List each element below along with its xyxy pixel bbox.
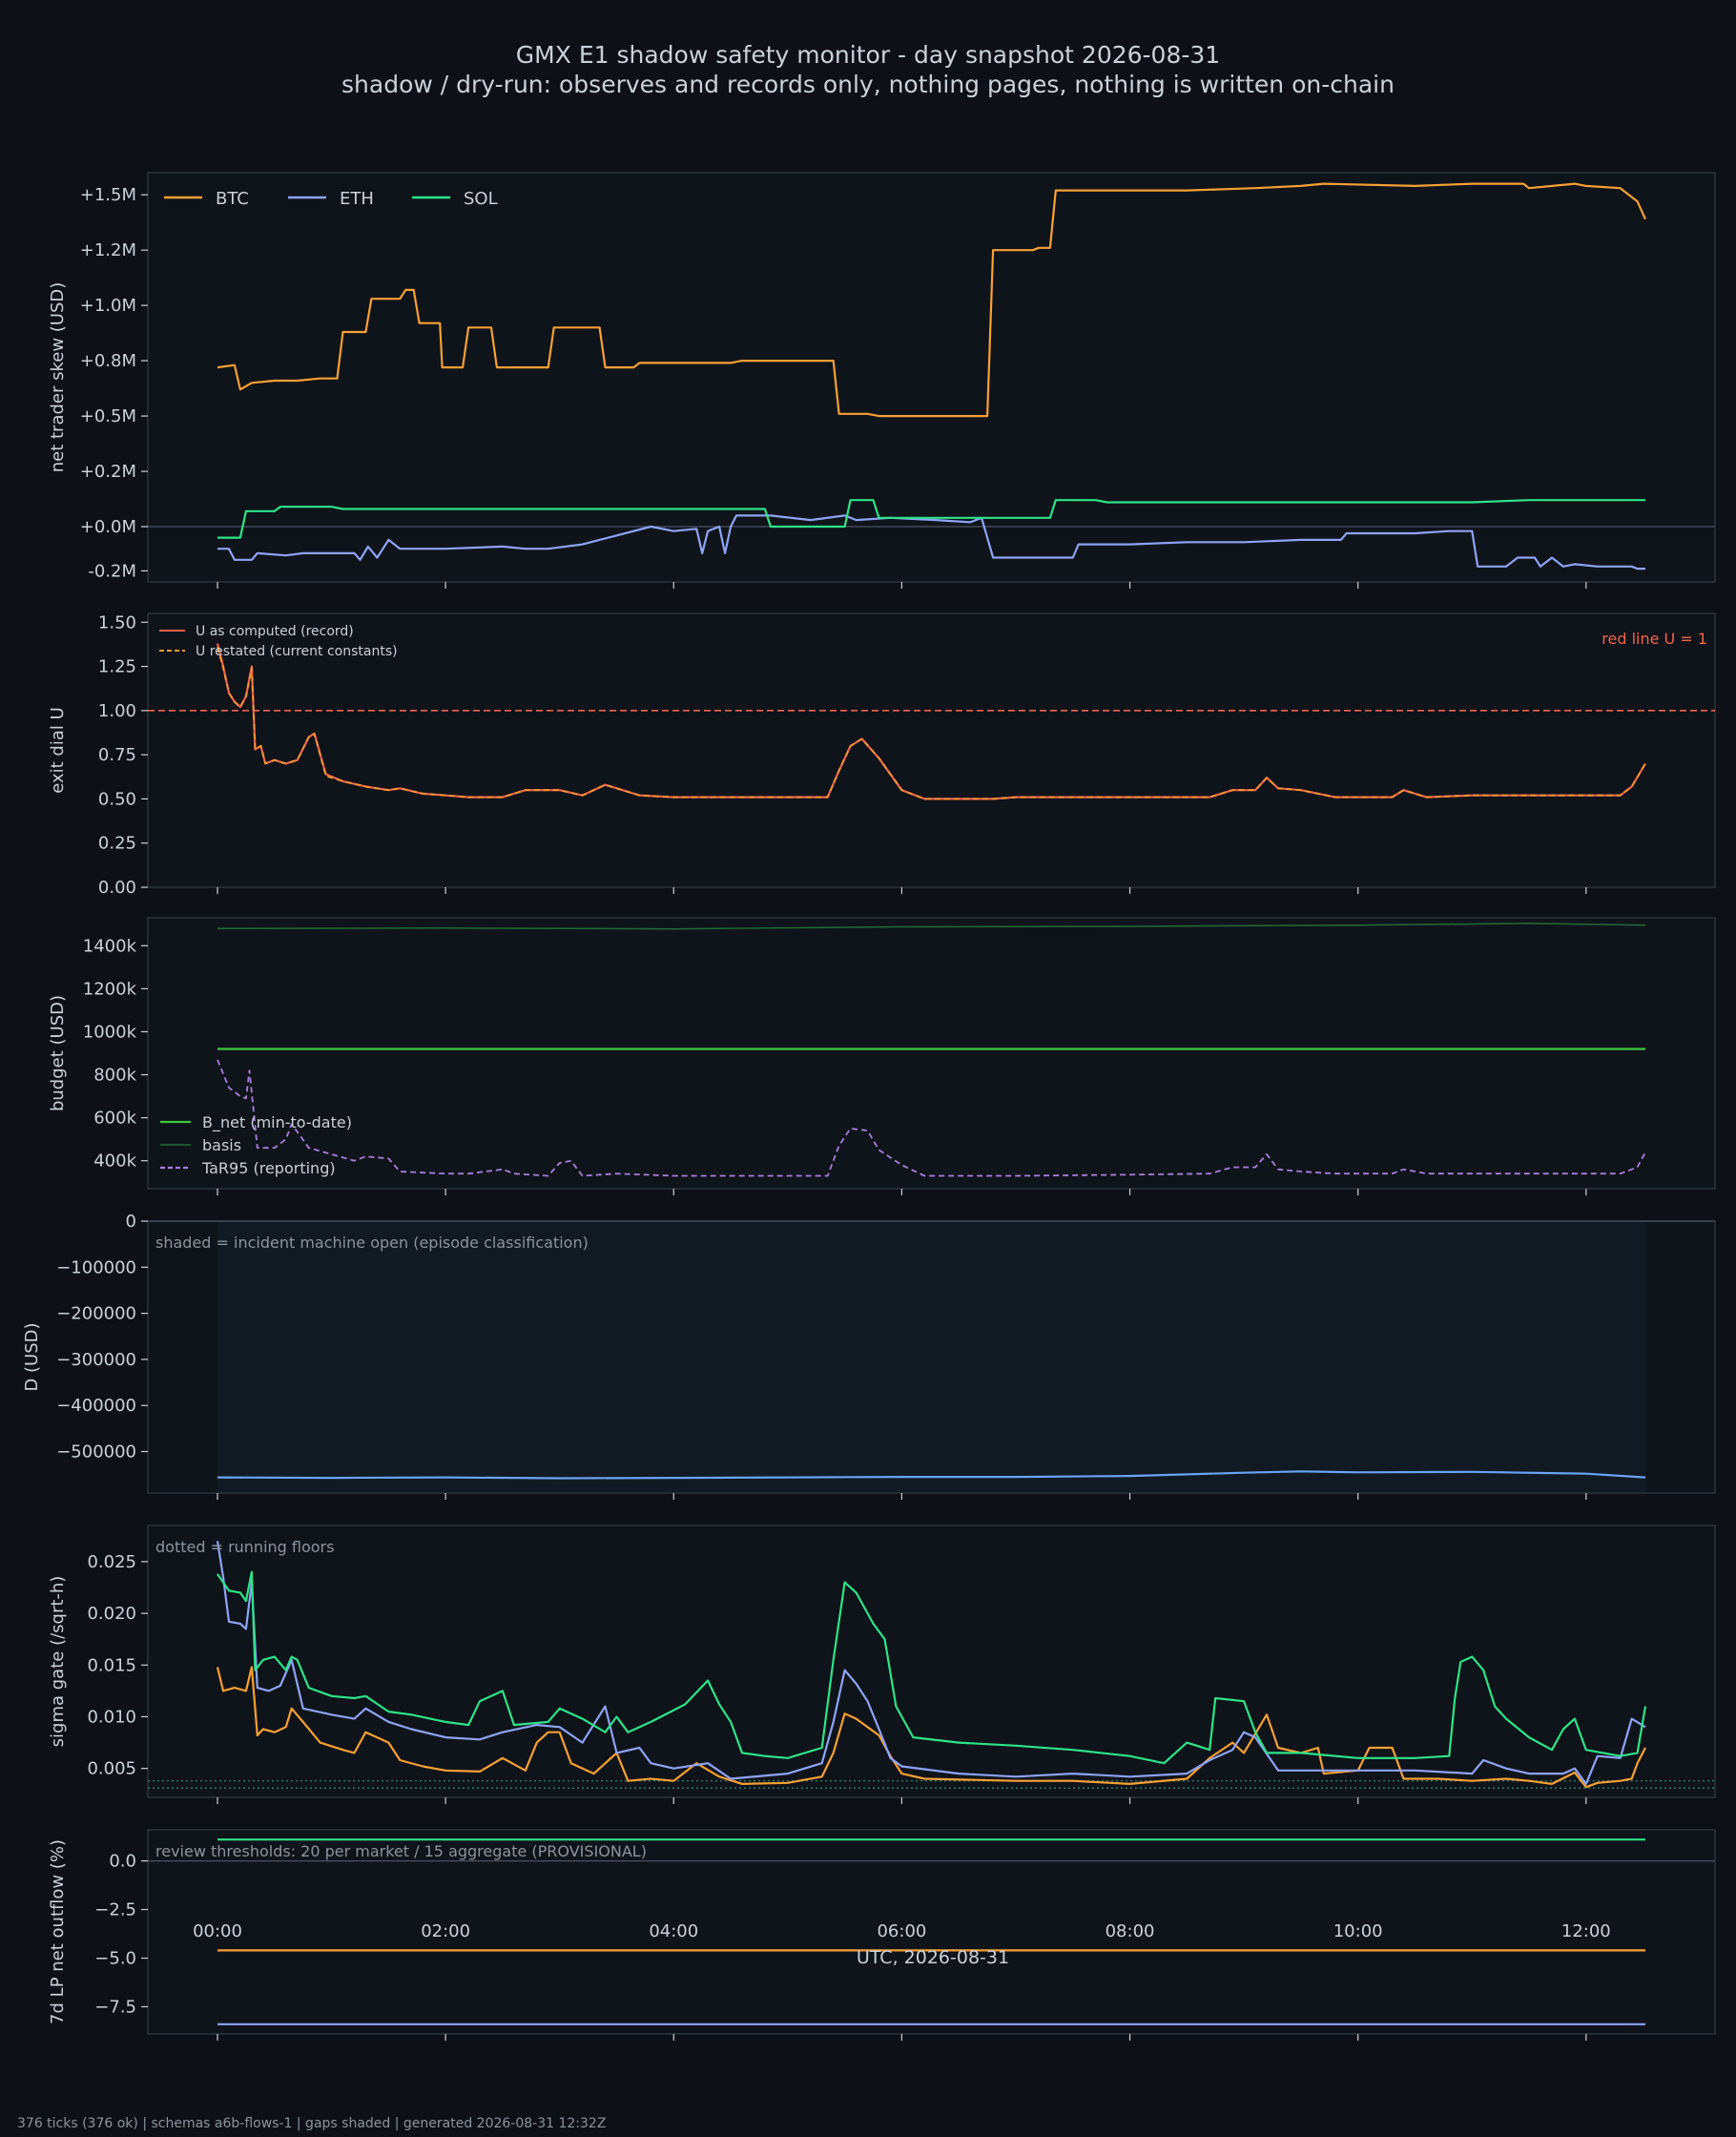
- figure-title-line1: GMX E1 shadow safety monitor - day snaps…: [516, 41, 1220, 69]
- y-tick-label: −300000: [56, 1350, 136, 1370]
- y-tick-label: -0.2M: [88, 561, 136, 581]
- legend-label: ETH: [340, 189, 374, 209]
- y-tick-label: 0.005: [87, 1759, 136, 1779]
- figure-title-line2: shadow / dry-run: observes and records o…: [341, 71, 1395, 98]
- y-tick-label: +1.2M: [80, 240, 136, 260]
- panel-2: 1.50 1.25 1.00 0.75 0.50 0.25 0.00 exit dial U r…: [48, 612, 1716, 898]
- plot-area: [147, 612, 1716, 888]
- legend-label: basis: [202, 1136, 241, 1154]
- y-tick-label: +0.8M: [80, 351, 136, 371]
- y-tick-label: 1400k: [83, 936, 137, 956]
- y-tick-label: 400k: [93, 1151, 136, 1172]
- y-axis-label: exit dial U: [48, 707, 68, 794]
- x-tick-label: 02:00: [421, 1921, 470, 1941]
- y-axis-label: 7d LP net outflow (%): [48, 1839, 68, 2024]
- series-basis: [217, 923, 1646, 930]
- y-tick-label: −2.5: [94, 1900, 136, 1920]
- incident-shade: [217, 1222, 1645, 1492]
- legend-label: U as computed (record): [196, 624, 354, 639]
- legend-label: BTC: [216, 189, 249, 209]
- y-tick-label: 1.25: [98, 657, 136, 677]
- panel-6: 0.0 −2.5 −5.0 −7.5 7d LP net outflow (%) revi…: [48, 1829, 1716, 2041]
- plot-area: [147, 1525, 1716, 1798]
- y-tick-label: −500000: [56, 1442, 136, 1463]
- y-tick-label: 1.00: [98, 701, 136, 721]
- panel-annotation: shaded = incident machine open (episode …: [155, 1234, 589, 1252]
- y-tick-label: 1200k: [83, 979, 137, 999]
- legend-label: SOL: [464, 189, 498, 209]
- x-tick-label: 12:00: [1561, 1921, 1611, 1941]
- y-tick-label: 0.25: [98, 834, 136, 854]
- y-tick-label: 1000k: [83, 1022, 137, 1042]
- red-line-label: red line U = 1: [1602, 630, 1707, 648]
- y-tick-label: +0.2M: [80, 462, 136, 482]
- series-btc: [217, 182, 1647, 418]
- series-sol: [217, 1570, 1647, 1765]
- y-tick-label: −100000: [56, 1257, 136, 1277]
- y-tick-label: 0.020: [87, 1604, 136, 1624]
- plot-area: [147, 1829, 1716, 2035]
- y-tick-label: 0.015: [87, 1655, 136, 1675]
- y-tick-label: 0.50: [98, 789, 136, 809]
- y-tick-label: 0: [126, 1212, 136, 1232]
- x-tick-label: 08:00: [1106, 1921, 1155, 1941]
- y-tick-label: 1.50: [98, 612, 136, 633]
- y-tick-label: +1.0M: [80, 296, 136, 316]
- series-d: [217, 1470, 1646, 1480]
- panel-1: +1.5M +1.2M +1.0M +0.8M +0.5M +0.2M +0.0M -0.2M…: [48, 172, 1716, 589]
- panel-3: 1400k 1200k 1000k 800k 600k 400k budget (USD) B…: [48, 917, 1716, 1195]
- y-tick-label: +0.0M: [80, 517, 136, 537]
- x-tick-label: 06:00: [877, 1921, 926, 1941]
- y-tick-label: 600k: [93, 1109, 136, 1129]
- panel-annotation: review thresholds: 20 per market / 15 ag…: [155, 1842, 647, 1860]
- y-tick-label: +1.5M: [80, 185, 136, 205]
- legend-label: TaR95 (reporting): [201, 1159, 336, 1177]
- panel-5: 0.025 0.020 0.015 0.010 0.005 sigma gate (/sq…: [48, 1525, 1716, 1804]
- x-tick-label: 10:00: [1333, 1921, 1383, 1941]
- series-eth: [216, 1541, 1646, 1785]
- y-axis-label: net trader skew (USD): [48, 282, 68, 473]
- series-btc: [216, 1666, 1646, 1789]
- panel-annotation: dotted = running floors: [155, 1538, 334, 1556]
- y-tick-label: 800k: [93, 1066, 136, 1086]
- legend-label: B_net (min-to-date): [202, 1113, 352, 1132]
- series-u-restated-current-constants: [217, 646, 1646, 800]
- x-axis-label: UTC, 2026-08-31: [857, 1947, 1009, 1968]
- panels-group: +1.5M +1.2M +1.0M +0.8M +0.5M +0.2M +0.0M -0.2M…: [22, 172, 1716, 2041]
- y-axis-label: sigma gate (/sqrt-h): [48, 1576, 68, 1748]
- plot-area: [147, 917, 1716, 1190]
- y-tick-label: 0.00: [98, 878, 136, 898]
- y-tick-label: 0.75: [98, 745, 136, 765]
- legend-label: U restated (current constants): [196, 644, 398, 659]
- y-tick-label: 0.025: [87, 1552, 136, 1572]
- y-tick-label: +0.5M: [80, 406, 136, 426]
- y-tick-label: −400000: [56, 1396, 136, 1416]
- y-tick-label: 0.0: [109, 1852, 136, 1872]
- series-sol: [217, 499, 1645, 539]
- x-tick-label: 04:00: [649, 1921, 698, 1941]
- y-tick-label: −7.5: [94, 1997, 136, 2017]
- plot-area: [147, 172, 1716, 583]
- panel-4: 0 −100000 −200000 −300000 −400000 −500000 D (U…: [22, 1212, 1716, 1500]
- series-eth: [217, 514, 1645, 571]
- y-axis-label: budget (USD): [48, 995, 68, 1111]
- footer-status: 376 ticks (376 ok) | schemas a6b-flows-1…: [17, 2116, 606, 2131]
- y-tick-label: −200000: [56, 1304, 136, 1324]
- y-axis-label: D (USD): [22, 1322, 42, 1391]
- y-tick-label: −5.0: [94, 1949, 136, 1969]
- x-tick-label: 00:00: [193, 1921, 242, 1941]
- series-tar95-reporting: [217, 1059, 1646, 1177]
- y-tick-label: 0.010: [87, 1707, 136, 1727]
